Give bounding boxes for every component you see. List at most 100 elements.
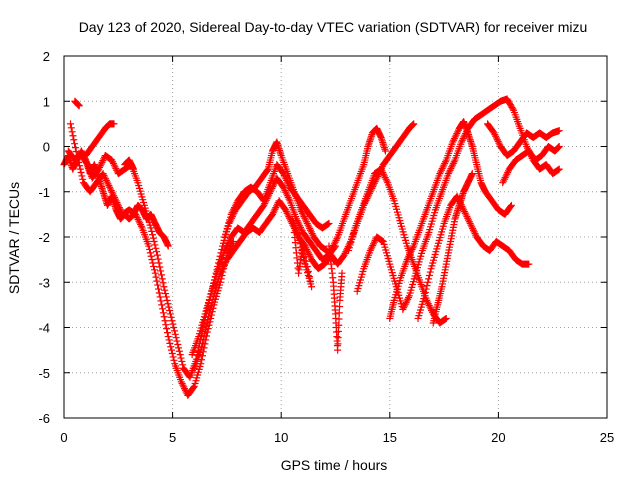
data-point <box>176 351 184 359</box>
data-point <box>154 281 162 289</box>
data-point <box>471 230 479 238</box>
data-point <box>449 138 457 146</box>
data-point <box>198 343 206 351</box>
data-point <box>231 204 239 212</box>
data-point <box>272 204 280 212</box>
data-point <box>449 159 457 167</box>
data-point <box>334 327 342 335</box>
data-point <box>405 294 413 302</box>
data-point <box>400 302 408 310</box>
data-point <box>279 183 287 191</box>
data-point <box>109 159 117 167</box>
x-tick-label: 15 <box>383 430 397 445</box>
data-point <box>163 296 171 304</box>
data-point <box>180 383 188 391</box>
data-point <box>306 225 314 233</box>
data-point <box>208 299 216 307</box>
data-point <box>219 264 227 272</box>
data-point <box>162 290 170 298</box>
data-point <box>308 230 316 238</box>
data-point <box>440 161 448 169</box>
data-point <box>379 169 387 177</box>
data-point <box>169 320 177 328</box>
data-point <box>280 171 288 179</box>
data-point <box>153 251 161 259</box>
data-point <box>221 259 229 267</box>
y-tick-label: 0 <box>43 140 50 155</box>
data-point <box>157 297 165 305</box>
data-point <box>437 166 445 174</box>
y-tick-label: -4 <box>38 321 50 336</box>
data-point <box>224 240 232 248</box>
data-point <box>230 205 238 213</box>
data-point <box>279 170 287 178</box>
data-point <box>168 350 176 358</box>
data-point <box>341 249 349 257</box>
data-point <box>164 333 172 341</box>
data-point <box>99 170 107 178</box>
data-point <box>207 302 215 310</box>
data-point <box>555 143 563 150</box>
data-point <box>102 175 110 183</box>
data-point <box>155 289 163 297</box>
data-point <box>283 178 291 186</box>
data-point <box>410 120 418 128</box>
data-point <box>96 163 104 171</box>
x-tick-label: 0 <box>60 430 67 445</box>
data-point <box>178 357 186 365</box>
data-point <box>283 192 291 200</box>
data-point <box>460 208 468 216</box>
series-arc-5 <box>82 120 118 160</box>
chart-title: Day 123 of 2020, Sidereal Day-to-day VTE… <box>79 19 588 35</box>
data-point <box>325 219 333 227</box>
data-point <box>491 131 499 139</box>
data-point <box>154 285 162 293</box>
data-point <box>221 247 229 255</box>
data-point <box>158 275 166 283</box>
data-point <box>299 211 307 219</box>
data-point <box>71 140 79 148</box>
data-point <box>153 277 161 285</box>
data-point <box>159 305 167 313</box>
data-point <box>197 346 205 354</box>
data-point <box>72 148 80 156</box>
data-point <box>160 283 168 291</box>
data-point <box>501 174 509 182</box>
data-point <box>303 262 311 270</box>
data-point <box>404 254 412 262</box>
data-point <box>297 225 305 233</box>
data-point <box>263 166 271 174</box>
data-point <box>150 238 158 246</box>
data-point <box>232 200 240 208</box>
data-point <box>103 178 111 186</box>
data-point <box>461 209 469 217</box>
data-point <box>101 173 109 181</box>
data-point <box>228 209 236 217</box>
data-point <box>380 170 388 178</box>
data-point <box>106 185 114 193</box>
series-arc-16 <box>414 192 533 322</box>
data-point <box>130 165 138 173</box>
data-point <box>167 313 175 321</box>
data-point <box>332 236 340 244</box>
data-point <box>201 329 209 337</box>
data-point <box>307 226 315 234</box>
data-point <box>463 213 471 221</box>
data-point <box>79 175 87 183</box>
data-point <box>110 192 118 200</box>
data-point <box>305 273 313 281</box>
data-point <box>150 266 158 274</box>
data-point <box>334 334 342 342</box>
data-point <box>111 163 119 171</box>
data-point <box>500 177 508 185</box>
data-point <box>108 156 116 164</box>
data-point <box>377 165 385 173</box>
data-point <box>330 240 338 248</box>
data-point <box>464 214 472 222</box>
data-point <box>168 317 176 325</box>
data-point <box>450 136 458 144</box>
data-point <box>406 251 414 259</box>
data-point <box>382 175 390 183</box>
data-point <box>284 193 292 201</box>
data-point <box>109 190 117 198</box>
